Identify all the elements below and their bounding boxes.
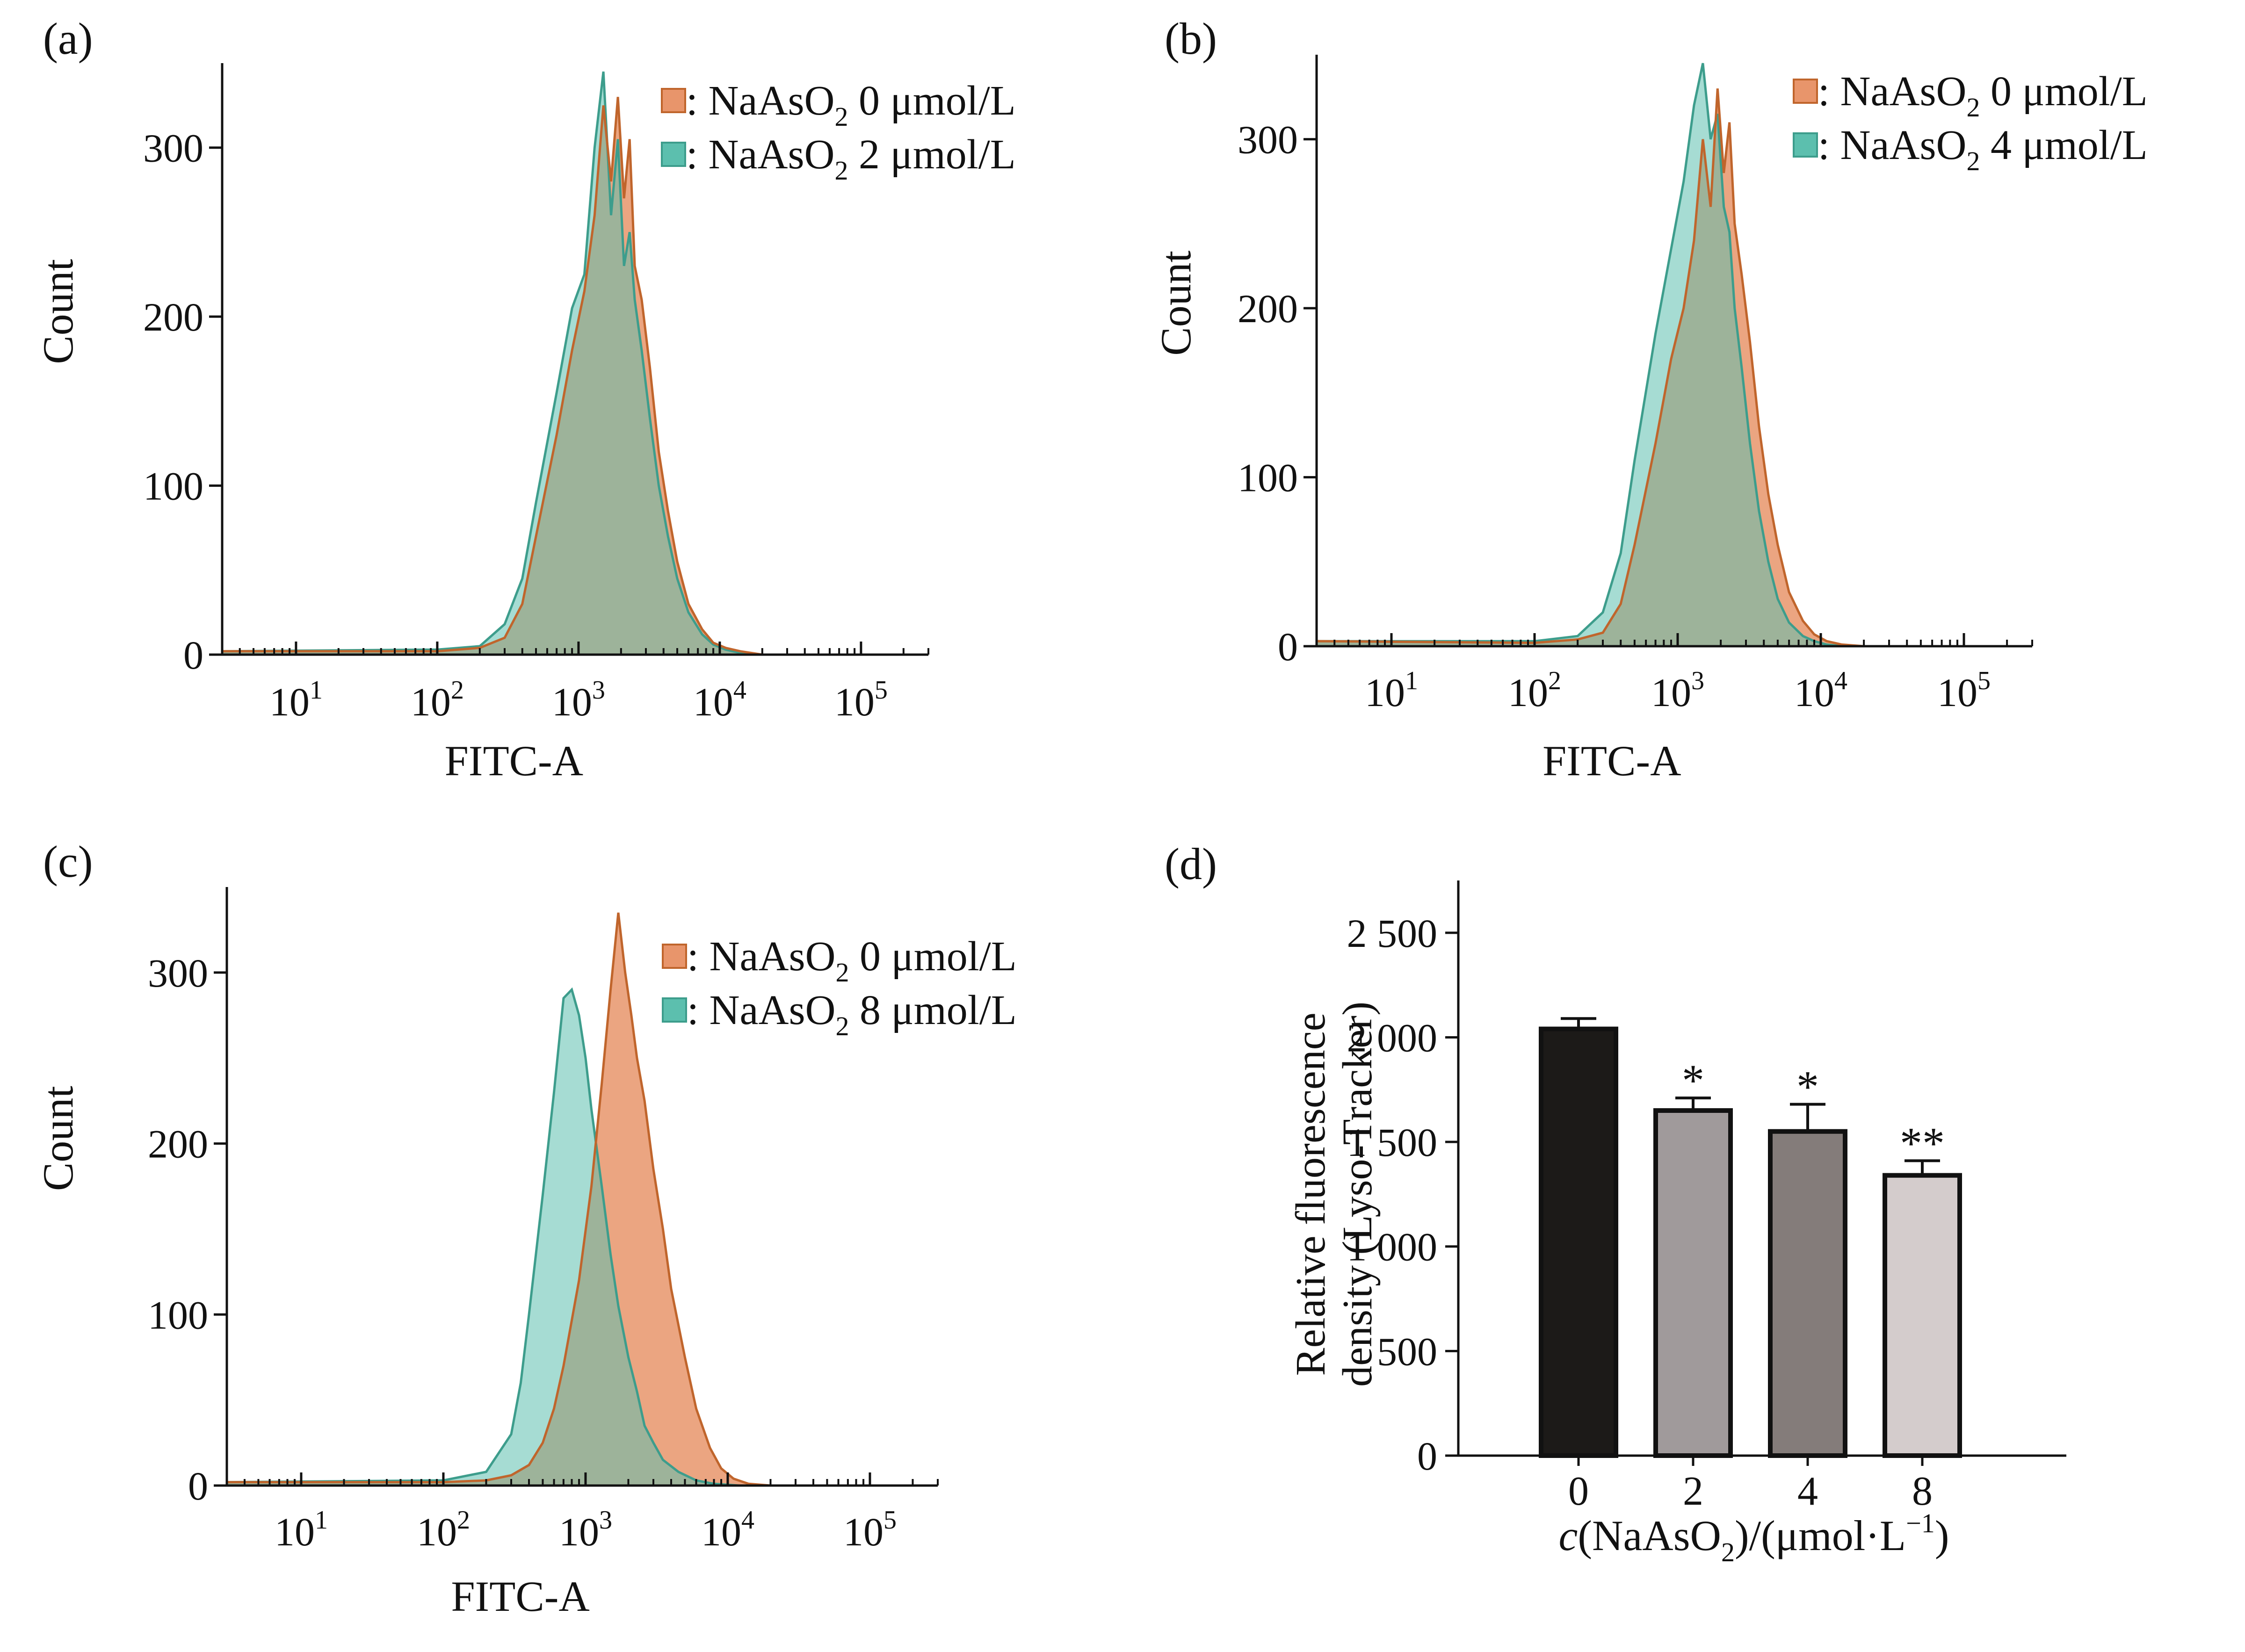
y-tick-label: 2 500 <box>1347 911 1438 956</box>
y-tick-label: 1 000 <box>1347 1225 1438 1270</box>
bar-panel: (d) 0 * 2 * 4 ** 8 0 500 1 000 1 500 2 000 2 500 Relat… <box>1165 839 2066 1567</box>
series-line-control <box>225 912 771 1487</box>
legend-swatch-control <box>661 88 686 113</box>
histogram-panel-0: (a) 0 100 200 300 101 102 103 104 105 FITC-A Count:… <box>34 14 1016 785</box>
legend: : NaAsO2 0 μmol/L: NaAsO2 2 μmol/L <box>661 78 1016 186</box>
series-line-control <box>1315 88 1864 648</box>
y-tick-label: 0 <box>183 633 203 678</box>
panel-label: (a) <box>43 14 93 64</box>
y-tick-label: 2 000 <box>1347 1015 1438 1060</box>
x-tick-label: 104 <box>701 1506 754 1554</box>
histogram-panel-1: (b) 0 100 200 300 101 102 103 104 105 FITC-A Count:… <box>1152 14 2148 785</box>
x-tick-label: 8 <box>1912 1469 1933 1514</box>
y-axis-title: Count <box>1152 250 1200 355</box>
x-tick-label: 102 <box>1508 666 1561 715</box>
legend-swatch-treated <box>662 997 687 1023</box>
bar-8 <box>1883 1173 1962 1458</box>
x-tick-label: 103 <box>559 1506 612 1554</box>
y-tick-label: 300 <box>143 126 203 171</box>
x-tick-label: 102 <box>411 676 464 724</box>
bar-2 <box>1653 1108 1733 1458</box>
y-tick-label: 0 <box>1417 1434 1437 1479</box>
x-tick-label: 103 <box>1651 666 1704 715</box>
legend: : NaAsO2 0 μmol/L: NaAsO2 4 μmol/L <box>1793 68 2148 176</box>
series-line-control <box>221 97 763 656</box>
y-tick-label: 100 <box>1238 455 1298 500</box>
bar-4 <box>1768 1129 1847 1458</box>
x-tick-label: 101 <box>269 676 323 724</box>
legend-swatch-treated <box>1793 132 1818 158</box>
y-tick-label: 200 <box>1238 286 1298 331</box>
x-tick-label: 4 <box>1797 1469 1818 1514</box>
y-tick-label: 500 <box>1377 1329 1437 1374</box>
legend-label-treated: : NaAsO2 8 μmol/L <box>687 987 1017 1041</box>
series-line-treated <box>225 987 771 1487</box>
legend-label-control: : NaAsO2 0 μmol/L <box>1818 68 2148 123</box>
y-axis-title-line-1: Relative fluorescence <box>1288 1012 1334 1376</box>
legend-swatch-control <box>662 944 687 969</box>
series-line-treated <box>221 71 762 656</box>
y-tick-label: 0 <box>188 1464 208 1508</box>
x-tick-label: 105 <box>1937 666 1991 715</box>
bar-0 <box>1539 1026 1618 1458</box>
panel-label: (c) <box>43 837 93 887</box>
x-tick-label: 101 <box>275 1506 328 1554</box>
x-tick-label: 105 <box>843 1506 897 1554</box>
x-tick-label: 103 <box>552 676 605 724</box>
x-tick-label: 104 <box>1794 666 1847 715</box>
legend: : NaAsO2 0 μmol/L: NaAsO2 8 μmol/L <box>662 933 1017 1041</box>
x-axis-title: FITC-A <box>445 737 583 785</box>
y-tick-label: 100 <box>143 464 203 509</box>
series-area-treated <box>222 72 762 655</box>
x-tick-label: 105 <box>834 676 888 724</box>
legend-label-control: : NaAsO2 0 μmol/L <box>687 933 1017 988</box>
panel-label: (b) <box>1165 14 1217 64</box>
legend-label-treated: : NaAsO2 4 μmol/L <box>1818 122 2148 176</box>
y-tick-label: 1 500 <box>1347 1120 1438 1165</box>
y-tick-label: 200 <box>143 295 203 339</box>
panel-label: (d) <box>1165 839 1217 889</box>
y-tick-label: 300 <box>148 951 208 996</box>
x-tick-label: 2 <box>1683 1469 1703 1514</box>
x-tick-label: 101 <box>1365 666 1418 715</box>
histogram-panel-2: (c) 0 100 200 300 101 102 103 104 105 FITC-A Count:… <box>34 837 1017 1620</box>
y-tick-label: 100 <box>148 1292 208 1337</box>
series-area-control <box>222 97 762 655</box>
legend-swatch-control <box>1793 79 1818 104</box>
y-axis-title-line-2: density (Lyso-Tracker) <box>1334 1002 1381 1387</box>
legend-label-treated: : NaAsO2 2 μmol/L <box>686 131 1016 186</box>
y-tick-label: 300 <box>1238 117 1298 162</box>
x-tick-label: 104 <box>693 676 746 724</box>
significance-marker: ** <box>1900 1118 1945 1168</box>
legend-label-control: : NaAsO2 0 μmol/L <box>686 78 1016 132</box>
y-axis-title: Count <box>34 1086 82 1191</box>
x-tick-label: 0 <box>1568 1469 1589 1514</box>
x-tick-label: 102 <box>417 1506 470 1554</box>
significance-marker: * <box>1796 1062 1819 1112</box>
legend-swatch-treated <box>661 142 686 167</box>
x-axis-title: FITC-A <box>451 1573 589 1620</box>
x-axis-title: FITC-A <box>1543 737 1681 785</box>
series-line-treated <box>1315 63 1864 648</box>
series-area-control <box>227 912 771 1486</box>
significance-marker: * <box>1682 1055 1704 1105</box>
y-tick-label: 0 <box>1278 624 1298 669</box>
y-tick-label: 200 <box>148 1122 208 1167</box>
y-axis-title: Count <box>34 259 82 364</box>
x-axis-title: c(NaAsO2)/(μmol·L−1) <box>1559 1508 1949 1567</box>
series-area-treated <box>1317 63 1864 647</box>
